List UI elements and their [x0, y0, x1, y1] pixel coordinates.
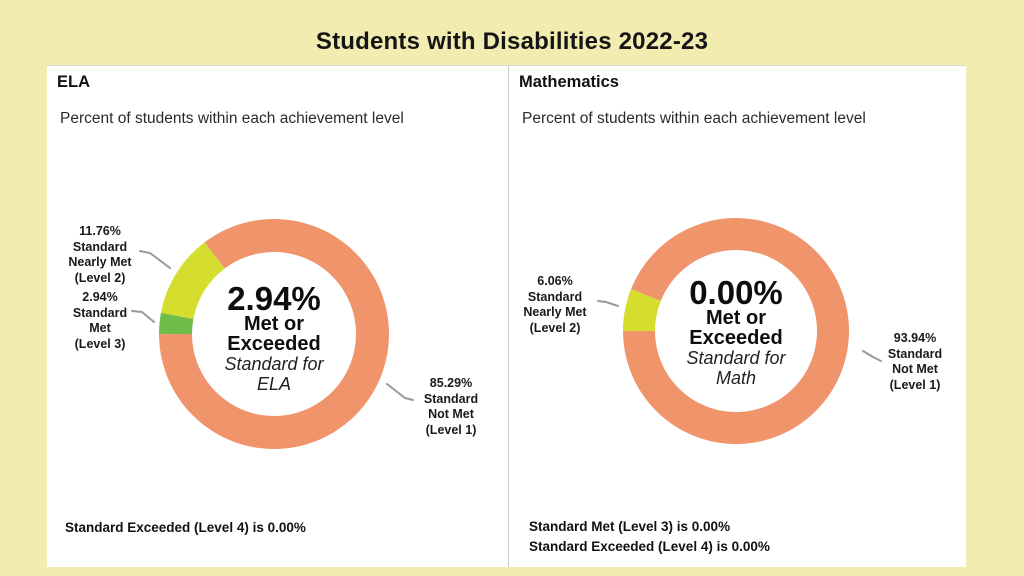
donut-segment	[159, 312, 194, 334]
center-text: Met or	[244, 313, 304, 335]
donut-center-label: 2.94% Met or Exceeded Standard for ELA	[194, 280, 354, 394]
leader-line-met	[131, 310, 155, 323]
callout-level: (Level 2)	[74, 270, 126, 285]
donut-segment	[623, 289, 661, 331]
callout-value: 93.94%	[893, 331, 937, 345]
callout-value: 6.06%	[537, 274, 573, 288]
leader-line-not-met	[386, 383, 414, 401]
callout-not-met: 85.29% Standard Not Met (Level 1)	[396, 376, 506, 438]
donut-segment	[160, 242, 225, 319]
callout-not-met: 93.94% Standard Not Met (Level 1)	[860, 331, 970, 393]
center-text: Met or	[706, 307, 766, 329]
callout-text: Nearly Met	[68, 255, 132, 269]
charts-container: ELA Percent of students within each achi…	[47, 65, 966, 567]
callout-text: Standard	[72, 305, 128, 320]
center-text: Exceeded	[689, 327, 783, 349]
panel-math-heading: Mathematics	[519, 73, 619, 91]
center-subtext: Standard for	[224, 354, 324, 374]
callout-level: (Level 1)	[425, 422, 477, 437]
panel-ela-heading: ELA	[57, 73, 90, 91]
page-title: Students with Disabilities 2022-23	[315, 28, 709, 55]
leader-line-nearly-met	[597, 300, 619, 307]
callout-text: Met	[89, 321, 111, 335]
callout-value: 2.94%	[82, 290, 118, 304]
note-line: Standard Exceeded (Level 4) is 0.00%	[65, 520, 306, 535]
panel-math-subtitle: Percent of students within each achievem…	[522, 110, 866, 127]
center-subtext: Standard for	[686, 348, 786, 368]
callout-level: (Level 3)	[74, 336, 126, 351]
leader-line-not-met	[862, 350, 882, 362]
callout-value: 85.29%	[429, 376, 473, 390]
panel-math-notes: Standard Met (Level 3) is 0.00% Standard…	[529, 517, 770, 556]
callout-text: Standard	[887, 346, 943, 361]
center-subtext: ELA	[256, 374, 292, 394]
math-donut-chart	[597, 217, 882, 444]
panel-ela-notes: Standard Exceeded (Level 4) is 0.00%	[65, 518, 306, 538]
leader-line-nearly-met	[139, 250, 171, 269]
panel-math: Mathematics Percent of students within e…	[508, 66, 966, 567]
note-line: Standard Met (Level 3) is 0.00%	[529, 519, 731, 534]
callout-text: Nearly Met	[523, 305, 587, 319]
callout-value: 11.76%	[79, 224, 121, 238]
callout-text: Not Met	[892, 362, 938, 376]
center-value: 2.94%	[227, 280, 321, 317]
panel-ela: ELA Percent of students within each achi…	[47, 66, 508, 567]
callout-text: Standard	[527, 289, 583, 304]
callout-text: Standard	[423, 391, 479, 406]
donut-center-label: 0.00% Met or Exceeded Standard for Math	[656, 274, 816, 388]
panel-ela-subtitle: Percent of students within each achievem…	[60, 110, 404, 127]
callout-level: (Level 2)	[529, 320, 581, 335]
callout-text: Not Met	[428, 407, 474, 421]
callout-nearly-met: 6.06% Standard Nearly Met (Level 2)	[507, 274, 603, 336]
callout-text: Standard	[72, 239, 128, 254]
callout-level: (Level 1)	[889, 377, 941, 392]
note-line: Standard Exceeded (Level 4) is 0.00%	[529, 538, 770, 554]
center-subtext: Math	[715, 368, 757, 388]
callout-met: 2.94% Standard Met (Level 3)	[44, 290, 156, 352]
callout-nearly-met: 11.76% Standard Nearly Met (Level 2)	[44, 224, 156, 286]
ela-donut-chart	[131, 218, 414, 449]
center-text: Exceeded	[227, 333, 321, 355]
center-value: 0.00%	[689, 274, 783, 311]
